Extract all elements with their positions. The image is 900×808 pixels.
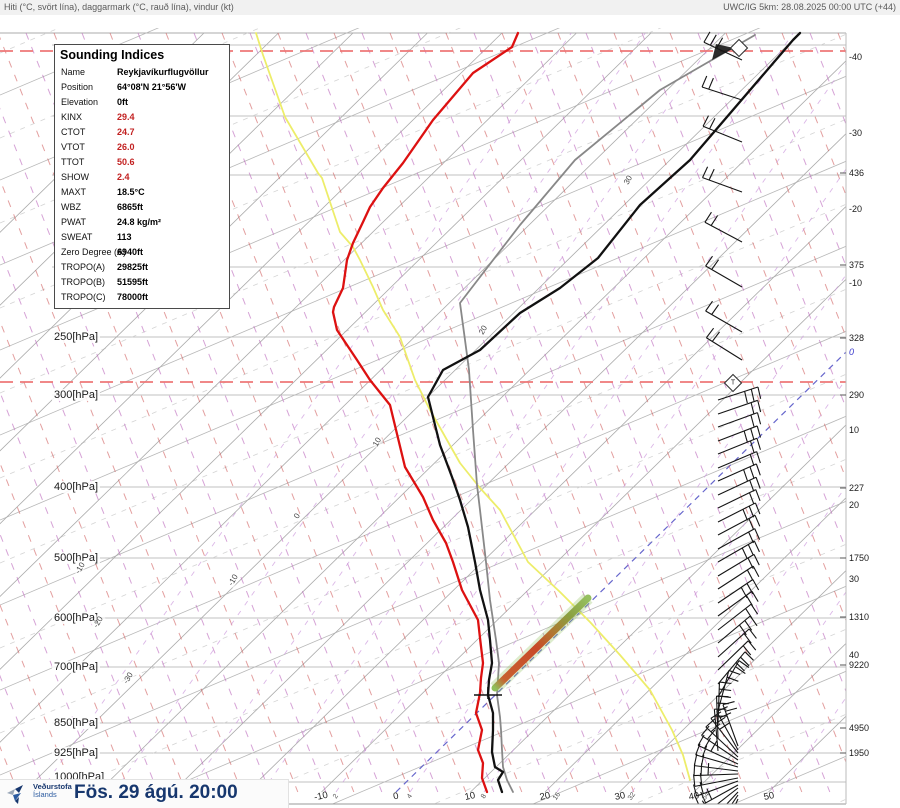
- rlabel-label: -30: [849, 128, 863, 138]
- index-row: VTOT 26.0: [55, 140, 229, 155]
- plabel-label: 300[hPa]: [52, 389, 101, 401]
- panel-title: Sounding Indices: [60, 48, 165, 62]
- index-row: KINX 29.4: [55, 110, 229, 125]
- plabel-label: 850[hPa]: [52, 717, 101, 729]
- index-row: Name Reykjavíkurflugvöllur: [55, 65, 229, 80]
- vedurstofa-logo-icon: [7, 785, 23, 804]
- index-row: TROPO(C) 78000ft: [55, 290, 229, 305]
- footer-bar: Veðurstofa Íslands Fös. 29 ágú. 20:00: [0, 779, 289, 808]
- index-row: Position 64°08'N 21°56'W: [55, 80, 229, 95]
- logo-text: Veðurstofa Íslands: [33, 783, 72, 799]
- index-value: Reykjavíkurflugvöllur: [117, 67, 209, 77]
- tropopause-diamond-icon: [723, 373, 743, 393]
- plabel-label: 250[hPa]: [52, 331, 101, 343]
- blabel-label: 40: [687, 790, 701, 803]
- index-value: 26.0: [117, 142, 135, 152]
- index-label: TTOT: [61, 157, 85, 167]
- rlabel-label: -20: [849, 204, 863, 214]
- index-label: SWEAT: [61, 232, 93, 242]
- blabel-label: 30: [613, 790, 627, 803]
- index-value: 50.6: [117, 157, 135, 167]
- valid-time-label[interactable]: Fös. 29 ágú. 20:00: [74, 782, 238, 803]
- blabel-label: 20: [538, 790, 552, 803]
- index-value: 24.8 kg/m²: [117, 217, 162, 227]
- rlabel-label: 0: [849, 347, 855, 357]
- index-label: TROPO(B): [61, 277, 105, 287]
- rlabel-label: 1310: [849, 612, 870, 622]
- index-value: 78000ft: [117, 292, 149, 302]
- index-row: SHOW 2.4: [55, 170, 229, 185]
- index-value: 64°08'N 21°56'W: [117, 82, 187, 92]
- logo-line1: Veðurstofa: [33, 782, 72, 791]
- index-row: MAXT 18.5°C: [55, 185, 229, 200]
- plabel-label: 600[hPa]: [52, 612, 101, 624]
- rlabel-label: 328: [849, 333, 865, 343]
- header-legend-text: Hiti (°C, svört lína), daggarmark (°C, r…: [4, 2, 234, 12]
- rlabel-label: 4950: [849, 723, 870, 733]
- rlabel-label: 227: [849, 483, 865, 493]
- index-label: CTOT: [61, 127, 86, 137]
- rlabel-label: 290: [849, 390, 865, 400]
- hodograph-segment: [491, 594, 592, 692]
- rlabel-label: 40: [849, 650, 860, 660]
- index-row: TROPO(A) 29825ft: [55, 260, 229, 275]
- index-label: PWAT: [61, 217, 86, 227]
- index-label: SHOW: [61, 172, 89, 182]
- index-row: TROPO(B) 51595ft: [55, 275, 229, 290]
- rlabel-label: -10: [849, 278, 863, 288]
- rlabel-label: 375: [849, 260, 865, 270]
- plabel-label: 400[hPa]: [52, 481, 101, 493]
- rlabel-label: 10: [849, 425, 860, 435]
- tropopause-marker-letter: T: [730, 379, 736, 387]
- header-bar: Hiti (°C, svört lína), daggarmark (°C, r…: [0, 0, 900, 15]
- sounding-indices-panel: Sounding Indices Name Reykjavíkurflugvöll…: [54, 44, 230, 309]
- rlabel-label: 1750: [849, 553, 870, 563]
- index-label: VTOT: [61, 142, 85, 152]
- index-row: WBZ 6865ft: [55, 200, 229, 215]
- index-label: Name: [61, 67, 86, 77]
- index-value: 29825ft: [117, 262, 149, 272]
- index-label: TROPO(A): [61, 262, 105, 272]
- index-label: WBZ: [61, 202, 81, 212]
- rlabel-label: 436: [849, 168, 865, 178]
- index-value: 0ft: [117, 97, 128, 107]
- index-value: 51595ft: [117, 277, 149, 287]
- index-row: CTOT 24.7: [55, 125, 229, 140]
- index-label: MAXT: [61, 187, 87, 197]
- logo-line2: Íslands: [33, 790, 57, 799]
- index-row: SWEAT 113: [55, 230, 229, 245]
- index-row: TTOT 50.6: [55, 155, 229, 170]
- tropopause-diamond-icon: [729, 38, 749, 58]
- index-label: Elevation: [61, 97, 99, 107]
- rlabel-label: 20: [849, 500, 860, 510]
- index-label: TROPO(C): [61, 292, 106, 302]
- index-row: Zero Degree (A) 6940ft: [55, 245, 229, 260]
- blabel-label: 50: [762, 790, 776, 803]
- index-value: 6865ft: [117, 202, 144, 212]
- rlabel-label: 9220: [849, 660, 870, 670]
- index-value: 113: [117, 232, 132, 242]
- index-label: KINX: [61, 112, 83, 122]
- index-value: 18.5°C: [117, 187, 145, 197]
- rlabel-label: -40: [849, 52, 863, 62]
- header-model-run-text: UWC/IG 5km: 28.08.2025 00:00 UTC (+44): [723, 2, 896, 12]
- index-value: 2.4: [117, 172, 130, 182]
- blabel-label: 10: [463, 790, 477, 803]
- index-value: 6940ft: [117, 247, 144, 257]
- plabel-label: 700[hPa]: [52, 661, 101, 673]
- rlabel-label: 30: [849, 574, 860, 584]
- index-value: 29.4: [117, 112, 135, 122]
- plabel-label: 925[hPa]: [52, 747, 101, 759]
- index-label: Zero Degree (A): [61, 247, 127, 257]
- wind-barb-column: [693, 31, 762, 804]
- index-value: 24.7: [117, 127, 135, 137]
- panel-rows: Name Reykjavíkurflugvöllur Position 64°08'N…: [55, 65, 229, 305]
- index-label: Position: [61, 82, 94, 92]
- index-row: Elevation 0ft: [55, 95, 229, 110]
- plabel-label: 500[hPa]: [52, 552, 101, 564]
- rlabel-label: 1950: [849, 748, 870, 758]
- index-row: PWAT 24.8 kg/m²: [55, 215, 229, 230]
